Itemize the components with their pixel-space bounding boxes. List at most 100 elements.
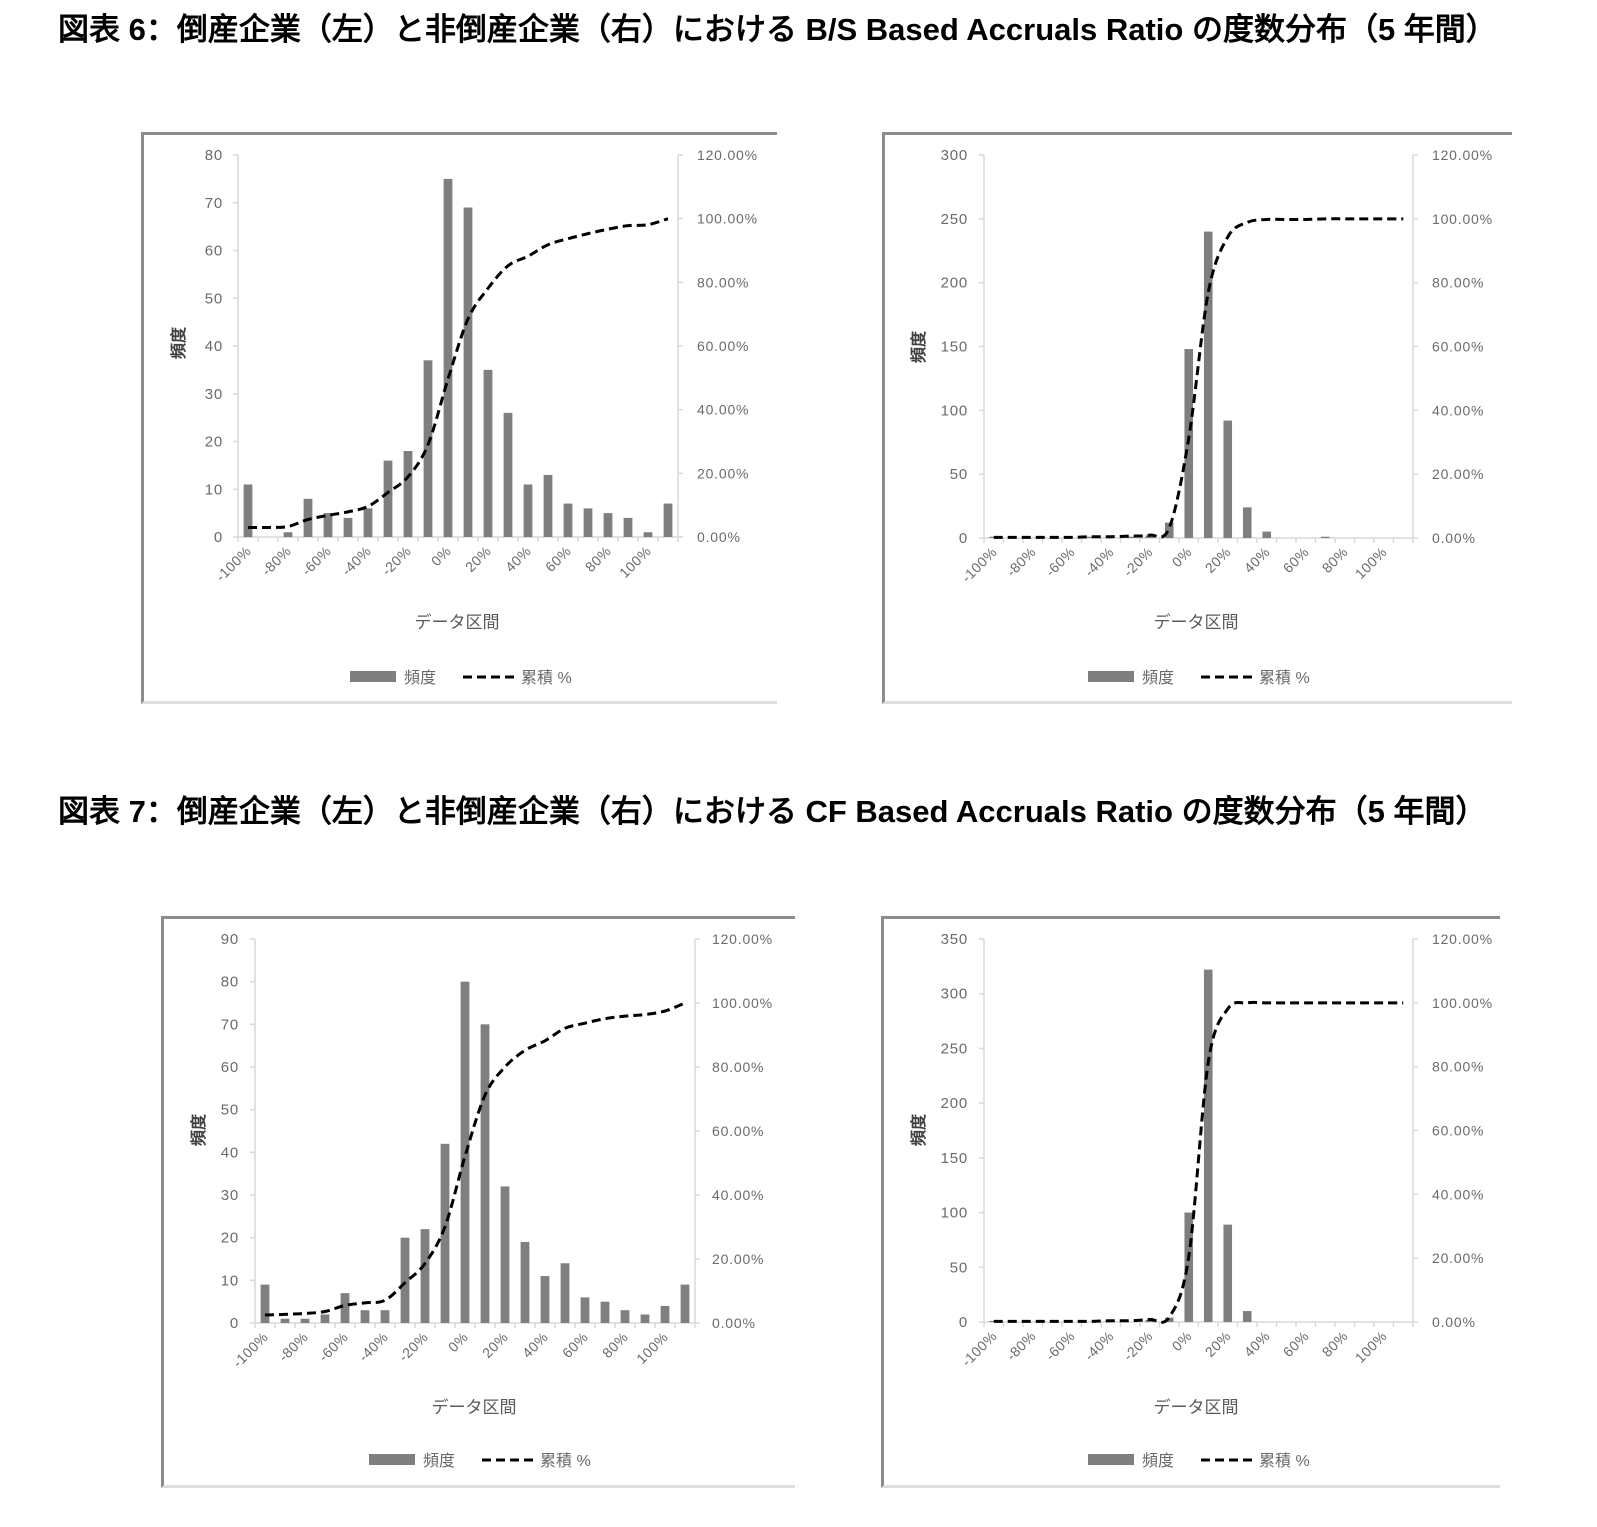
histogram-bar — [563, 503, 573, 537]
histogram-bar — [660, 1305, 670, 1323]
histogram-bar — [603, 513, 613, 537]
histogram-bar — [520, 1241, 530, 1323]
cumulative-percent-line — [993, 1000, 1404, 1324]
x-tick-label: 60% — [559, 1329, 591, 1361]
histogram-bar — [580, 1297, 590, 1323]
x-tick-label: -60% — [1042, 1328, 1078, 1364]
x-tick-label: -40% — [355, 1329, 391, 1365]
y2-tick-label: 60.00% — [1432, 1123, 1484, 1139]
x-tick-label: -100% — [958, 544, 1000, 586]
x-tick-label: -100% — [229, 1329, 271, 1371]
y2-tick-label: 20.00% — [697, 465, 749, 481]
x-tick-label: 60% — [1280, 544, 1312, 576]
x-tick-label: -20% — [378, 543, 414, 579]
histogram-bar — [1203, 231, 1213, 538]
histogram-bar — [1164, 522, 1174, 538]
y-tick-label: 0 — [230, 1315, 239, 1332]
x-tick-label: 80% — [1319, 544, 1351, 576]
y2-tick-label: 20.00% — [1432, 466, 1484, 482]
x-axis-title: データ区間 — [432, 1397, 517, 1417]
x-tick-label: 80% — [582, 543, 614, 575]
histogram-bar — [680, 1284, 690, 1323]
figure-7-left-chart-bankrupt: 0 10 20 30 40 50 60 70 80 90 0.00% 20.00% 40.00% 60.0… — [161, 916, 795, 1488]
y2-tick-label: 120.00% — [1432, 931, 1493, 947]
y-tick-label: 10 — [221, 1272, 239, 1289]
y2-tick-label: 0.00% — [712, 1315, 756, 1331]
legend-bar-label: 頻度 — [1142, 1452, 1174, 1470]
histogram-bar — [360, 1310, 370, 1323]
x-tick-label: -40% — [1081, 1328, 1117, 1364]
y-tick-label: 250 — [941, 1040, 968, 1057]
y2-tick-label: 60.00% — [712, 1123, 764, 1139]
y-axis-title: 頻度 — [169, 326, 188, 359]
y2-tick-label: 60.00% — [1432, 339, 1484, 355]
y-tick-label: 0 — [214, 529, 223, 546]
y-tick-label: 50 — [205, 290, 223, 307]
y2-tick-label: 80.00% — [712, 1059, 764, 1075]
y2-tick-label: 80.00% — [1432, 1059, 1484, 1075]
x-tick-label: 20% — [462, 543, 494, 575]
x-tick-label: -80% — [1003, 1328, 1039, 1364]
y-tick-label: 30 — [221, 1187, 239, 1204]
legend-bar-label: 頻度 — [423, 1452, 455, 1470]
histogram-bar — [623, 517, 633, 537]
histogram-bar — [643, 532, 653, 537]
histogram-bar — [1242, 507, 1252, 538]
y-tick-label: 80 — [221, 974, 239, 991]
x-tick-label: 20% — [1202, 1328, 1234, 1360]
legend-bar-label: 頻度 — [404, 669, 436, 687]
x-tick-label: 0% — [428, 543, 454, 569]
x-tick-label: 0% — [445, 1329, 471, 1355]
y-tick-label: 60 — [205, 243, 223, 260]
histogram-bar — [1145, 535, 1155, 538]
y2-tick-label: 40.00% — [1432, 1186, 1484, 1202]
histogram-bar — [420, 1229, 430, 1323]
histogram-bar — [243, 484, 253, 537]
histogram-bar — [283, 532, 293, 537]
x-tick-label: 80% — [1319, 1328, 1351, 1360]
y-tick-label: 70 — [221, 1016, 239, 1033]
y2-tick-label: 0.00% — [697, 529, 741, 545]
y2-tick-label: 0.00% — [1432, 530, 1476, 546]
x-tick-label: 100% — [633, 1329, 671, 1367]
y-tick-label: 90 — [221, 931, 239, 948]
y-tick-label: 250 — [941, 211, 968, 228]
y-axis-title: 頻度 — [189, 1113, 208, 1146]
histogram-bar — [1086, 536, 1096, 538]
legend-bar-swatch — [1088, 671, 1134, 682]
histogram-bar — [303, 498, 313, 537]
x-tick-label: -60% — [1042, 544, 1078, 580]
x-tick-label: 80% — [599, 1329, 631, 1361]
y2-tick-label: 0.00% — [1432, 1314, 1476, 1330]
y-tick-label: 300 — [941, 147, 968, 164]
legend-bar-label: 頻度 — [1142, 669, 1174, 687]
y-tick-label: 50 — [221, 1102, 239, 1119]
histogram-bar — [1320, 536, 1330, 538]
histogram-bar — [1262, 531, 1272, 538]
y-tick-label: 150 — [941, 1150, 968, 1167]
histogram-bar — [340, 1293, 350, 1323]
histogram-bar — [1242, 1311, 1252, 1322]
cumulative-percent-line — [993, 217, 1404, 539]
histogram-bar — [323, 513, 333, 537]
y2-tick-label: 20.00% — [1432, 1250, 1484, 1266]
x-tick-label: -100% — [958, 1328, 1000, 1370]
figure-7-right-chart-non-bankrupt: 0 50 100 150 200 250 300 350 0.00% 20.00% 40.00% 60… — [881, 916, 1500, 1488]
histogram-bar — [280, 1318, 290, 1323]
histogram-bar — [1223, 420, 1233, 538]
y2-tick-label: 100.00% — [1432, 211, 1493, 227]
legend-bar-swatch — [369, 1454, 415, 1465]
x-tick-label: -60% — [315, 1329, 351, 1365]
x-tick-label: -40% — [338, 543, 374, 579]
histogram-bar — [500, 1186, 510, 1323]
x-tick-label: 100% — [1352, 1328, 1390, 1366]
histogram-bar — [260, 1284, 270, 1323]
y2-tick-label: 40.00% — [712, 1187, 764, 1203]
x-tick-label: 40% — [502, 543, 534, 575]
x-tick-label: -80% — [275, 1329, 311, 1365]
histogram-bar — [383, 460, 393, 537]
y2-tick-label: 120.00% — [712, 931, 773, 947]
x-tick-label: 100% — [1352, 544, 1390, 582]
y2-tick-label: 20.00% — [712, 1251, 764, 1267]
histogram-bar — [560, 1263, 570, 1323]
